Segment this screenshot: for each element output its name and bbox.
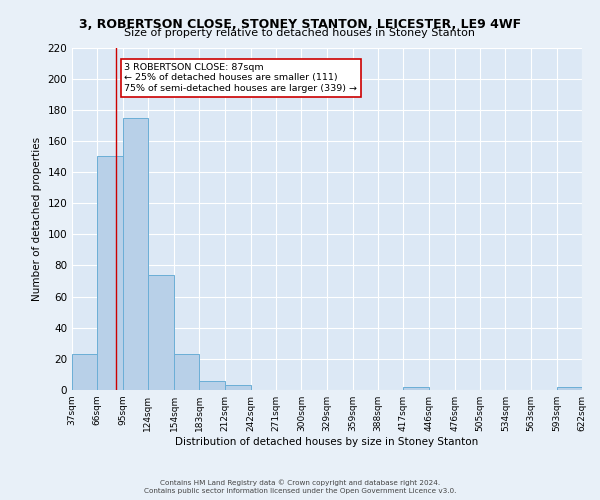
X-axis label: Distribution of detached houses by size in Stoney Stanton: Distribution of detached houses by size … (175, 437, 479, 447)
Text: Contains HM Land Registry data © Crown copyright and database right 2024.
Contai: Contains HM Land Registry data © Crown c… (144, 480, 456, 494)
Text: 3 ROBERTSON CLOSE: 87sqm
← 25% of detached houses are smaller (111)
75% of semi-: 3 ROBERTSON CLOSE: 87sqm ← 25% of detach… (124, 63, 358, 93)
Bar (174, 354, 199, 390)
Text: 3, ROBERTSON CLOSE, STONEY STANTON, LEICESTER, LE9 4WF: 3, ROBERTSON CLOSE, STONEY STANTON, LEIC… (79, 18, 521, 30)
Y-axis label: Number of detached properties: Number of detached properties (32, 136, 42, 301)
Bar (224, 386, 251, 390)
Bar (122, 118, 148, 390)
Bar (403, 387, 428, 390)
Bar (557, 387, 582, 390)
Bar (72, 354, 97, 390)
Bar (148, 275, 174, 390)
Bar (199, 380, 224, 390)
Bar (97, 156, 122, 390)
Text: Size of property relative to detached houses in Stoney Stanton: Size of property relative to detached ho… (125, 28, 476, 38)
